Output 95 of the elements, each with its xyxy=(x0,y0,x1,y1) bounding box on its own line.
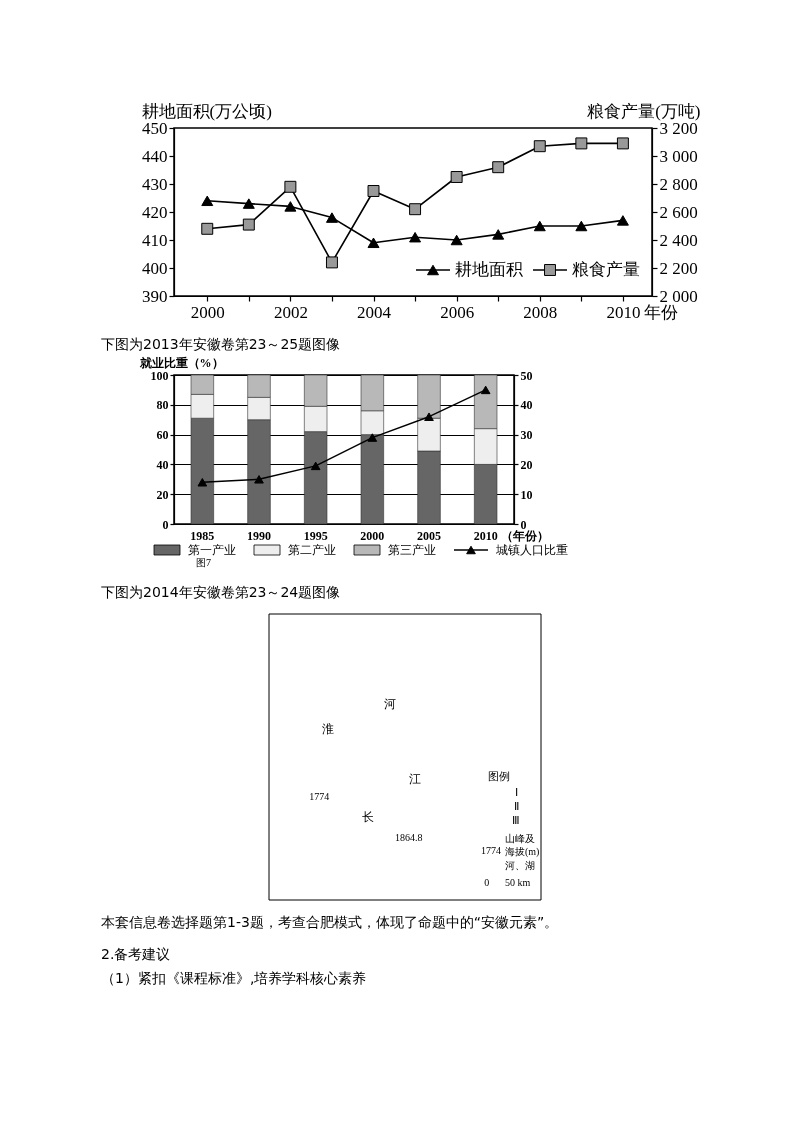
text: Ⅰ xyxy=(514,786,518,798)
point xyxy=(367,185,380,197)
point xyxy=(450,234,463,246)
x-tick-label: 2002 xyxy=(273,302,308,322)
text: 长 xyxy=(361,810,374,824)
y-tick-label: 420 xyxy=(142,202,168,222)
y-tick-label: 100 xyxy=(150,368,169,383)
point xyxy=(201,195,214,207)
y2-tick-label: 2 200 xyxy=(659,258,698,278)
point xyxy=(367,433,378,442)
text: 1774 xyxy=(481,845,501,856)
text: Ⅲ xyxy=(512,814,520,827)
text: 1864.8 xyxy=(394,831,423,843)
y-axis-title: 耕地面积(万公顷) xyxy=(141,101,272,121)
text: 50 km xyxy=(505,877,531,888)
y-tick-label: 390 xyxy=(142,286,168,306)
x-tick-label: 1985 xyxy=(190,528,215,543)
x-tick-label: 2000 xyxy=(190,302,225,322)
y2-tick-label: 20 xyxy=(520,457,533,472)
y-tick-label: 450 xyxy=(142,118,168,138)
point xyxy=(533,220,546,232)
y-tick-label: 400 xyxy=(142,258,168,278)
point xyxy=(424,412,434,421)
point xyxy=(254,475,264,484)
x-tick-label: 2005 xyxy=(417,528,441,543)
point xyxy=(284,180,297,193)
legend-label: 粮食产量 xyxy=(572,260,640,279)
text: 山峰及 xyxy=(505,833,535,844)
x-tick-label: 1995 xyxy=(303,528,328,543)
point xyxy=(325,212,338,223)
y-axis-title: 就业比重（%） xyxy=(138,355,224,370)
x-tick-label: 2006 xyxy=(440,302,475,322)
text: 图例 xyxy=(488,770,511,782)
legend-label: 第三产业 xyxy=(388,543,436,557)
point xyxy=(242,218,255,231)
point xyxy=(492,161,505,174)
legend-label: 第一产业 xyxy=(188,543,236,557)
text: 江 xyxy=(409,771,421,786)
y2-tick-label: 2 600 xyxy=(659,202,698,222)
point xyxy=(575,220,588,232)
text: 2.备考建议 xyxy=(101,946,171,962)
x-tick-label: 2010 xyxy=(473,528,498,543)
point xyxy=(409,231,422,243)
point xyxy=(616,215,629,226)
x-tick-label: 1990 xyxy=(247,528,271,543)
text: 0 xyxy=(484,877,490,888)
point xyxy=(480,385,491,395)
y2-tick-label: 10 xyxy=(520,487,533,502)
y2-tick-label: 30 xyxy=(520,428,533,443)
point xyxy=(325,256,338,269)
point xyxy=(310,461,321,471)
y-tick-label: 430 xyxy=(142,174,168,194)
legend-label: 第二产业 xyxy=(288,543,336,557)
y2-tick-label: 40 xyxy=(520,398,533,413)
chart-title: 下图为2013年安徽卷第23～25题图像 xyxy=(101,336,341,352)
legend-label: 城镇人口比重 xyxy=(495,543,568,557)
y-tick-label: 40 xyxy=(156,457,169,472)
point xyxy=(492,229,505,240)
text: Ⅱ xyxy=(513,800,519,812)
x-axis-title: 年份 xyxy=(644,302,679,322)
x-tick-label: 2004 xyxy=(357,302,392,322)
text: 1774 xyxy=(309,791,330,802)
y2-tick-label: 2 800 xyxy=(659,174,698,194)
y2-tick-label: 3 000 xyxy=(659,146,698,166)
caption: 图7 xyxy=(196,557,211,568)
y2-axis-title: 粮食产量(万吨) xyxy=(587,101,701,121)
y-tick-label: 0 xyxy=(162,517,169,532)
y-tick-label: 20 xyxy=(156,487,169,502)
point xyxy=(197,478,208,487)
text: 本套信息卷选择题第1-3题，考查合肥模式，体现了命题中的“安徽元素”。 xyxy=(101,914,559,930)
legend-label: 耕地面积 xyxy=(455,260,523,279)
point xyxy=(409,203,422,216)
y-tick-label: 440 xyxy=(142,146,168,166)
x-tick-label: 2000 xyxy=(360,528,385,543)
text: （1）紧扣《课程标准》,培养学科核心素养 xyxy=(101,970,367,986)
x-tick-label: 2010 xyxy=(606,302,641,322)
x-tick-label: 2008 xyxy=(523,302,558,322)
text: 河、湖 xyxy=(505,860,535,872)
y2-tick-label: 50 xyxy=(520,368,533,383)
point xyxy=(367,237,380,249)
text: 下图为2014年安徽卷第23～24题图像 xyxy=(101,584,341,600)
y2-tick-label: 2 400 xyxy=(659,230,698,250)
y-tick-label: 410 xyxy=(142,230,168,250)
point xyxy=(450,171,463,183)
text: 淮 xyxy=(321,721,334,736)
y-tick-label: 60 xyxy=(156,428,169,443)
point xyxy=(201,222,214,235)
text: 河 xyxy=(384,696,396,711)
text: 海拔(m) xyxy=(505,845,540,858)
point xyxy=(575,137,588,150)
y-tick-label: 80 xyxy=(156,398,169,413)
point xyxy=(284,201,297,212)
point xyxy=(533,140,546,153)
point xyxy=(616,137,629,150)
point xyxy=(242,198,255,209)
